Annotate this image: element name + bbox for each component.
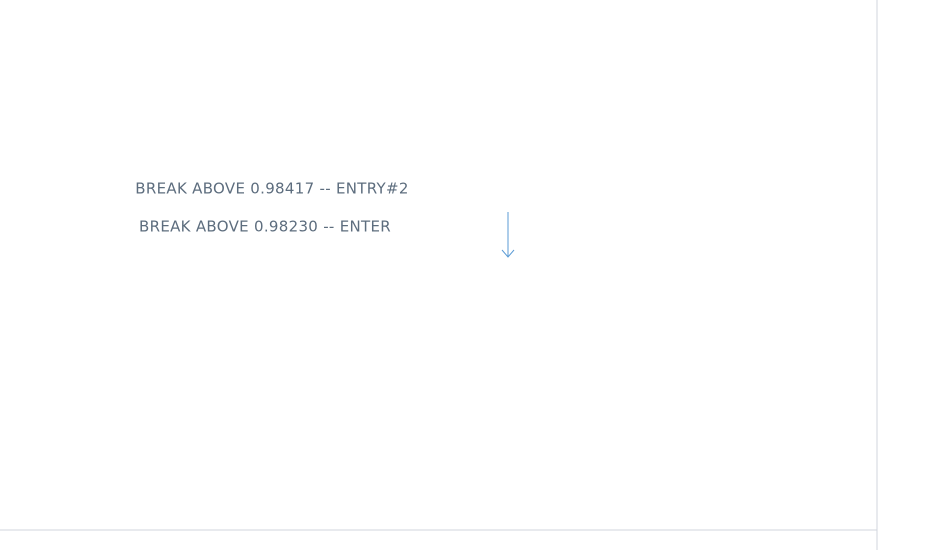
annotation: BREAK ABOVE 0.98230 -- ENTER: [139, 218, 391, 236]
arrow-head: [501, 249, 515, 258]
annotation: BREAK ABOVE 0.98417 -- ENTRY#2: [135, 180, 408, 198]
overlay: BREAK ABOVE 0.98417 -- ENTRY#2 BREAK ABO…: [135, 180, 515, 258]
